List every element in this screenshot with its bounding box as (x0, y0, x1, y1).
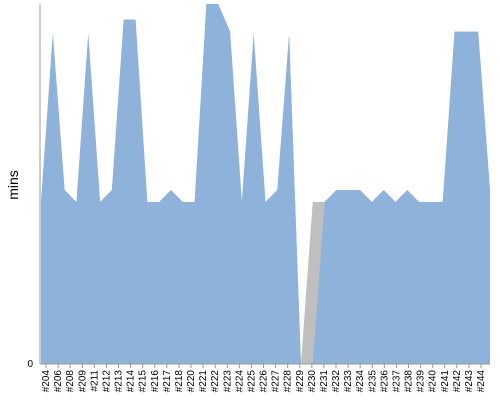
x-tick-label: #221 (198, 370, 209, 393)
x-tick-label: #217 (162, 370, 173, 393)
y-axis-ticks: 0 (27, 359, 33, 370)
x-tick-label: #234 (355, 370, 366, 393)
x-tick-label: #241 (440, 370, 451, 393)
x-tick-label: #235 (367, 370, 378, 393)
x-tick-label: #209 (77, 370, 88, 393)
x-tick-label: #243 (464, 370, 475, 393)
series-area (41, 4, 490, 364)
x-tick-label: #225 (246, 370, 257, 393)
plot-area (41, 4, 490, 364)
x-tick-label: #242 (452, 370, 463, 393)
y-axis-title: mins (5, 170, 21, 200)
x-tick-label: #231 (319, 370, 330, 393)
x-tick-label: #240 (428, 370, 439, 393)
x-tick-label: #216 (150, 370, 161, 393)
x-tick-label: #238 (404, 370, 415, 393)
x-tick-label: #211 (89, 370, 100, 392)
x-tick-label: #224 (234, 370, 245, 393)
x-tick-label: #228 (283, 370, 294, 393)
x-tick-label: #204 (41, 370, 52, 393)
x-tick-label: #226 (259, 370, 270, 393)
x-tick-label: #230 (307, 370, 318, 393)
x-tick-label: #222 (210, 370, 221, 393)
x-axis-ticks: #204 #206 #208 #209 #211 #212 #213 #214 #215 #216… (41, 364, 487, 392)
x-tick-label: #214 (126, 370, 137, 393)
y-tick-label: 0 (27, 359, 33, 370)
x-tick-label: #218 (174, 370, 185, 393)
x-tick-label: #239 (416, 370, 427, 393)
x-tick-label: #236 (379, 370, 390, 393)
x-tick-label: #212 (101, 370, 112, 393)
x-tick-label: #233 (343, 370, 354, 393)
x-tick-label: #244 (476, 370, 487, 393)
x-tick-label: #237 (391, 370, 402, 393)
x-tick-label: #220 (186, 370, 197, 393)
x-tick-label: #232 (331, 370, 342, 393)
x-tick-label: #213 (114, 370, 125, 393)
x-tick-label: #227 (271, 370, 282, 393)
x-tick-label: #208 (65, 370, 76, 393)
x-tick-label: #215 (138, 370, 149, 393)
x-tick-label: #229 (295, 370, 306, 393)
x-tick-label: #223 (222, 370, 233, 393)
x-tick-label: #206 (53, 370, 64, 393)
